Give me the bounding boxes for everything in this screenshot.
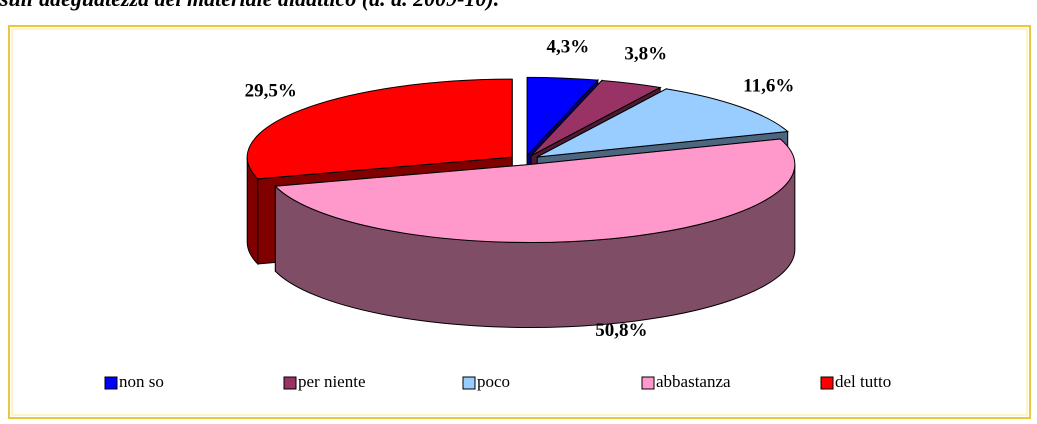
data-label: 50,8% xyxy=(595,320,647,341)
data-label: 29,5% xyxy=(245,80,297,101)
slice-top xyxy=(274,138,796,243)
slice-top xyxy=(530,79,662,157)
data-label: 3,8% xyxy=(624,44,667,65)
legend-swatch xyxy=(462,376,476,390)
legend-label: abbastanza xyxy=(656,372,731,391)
legend-swatch xyxy=(104,376,118,390)
legend-swatch xyxy=(641,376,655,390)
data-label: 11,6% xyxy=(743,76,794,97)
legend-label: per niente xyxy=(298,372,366,391)
chart-frame xyxy=(8,25,1031,419)
chart-title: sull'adeguatezza del materiale didattico… xyxy=(0,0,499,11)
slice-top xyxy=(526,76,599,157)
legend-label: non so xyxy=(119,372,164,391)
slice-top xyxy=(246,78,513,180)
legend-swatch xyxy=(283,376,297,390)
legend-label: poco xyxy=(477,372,510,391)
legend-label: del tutto xyxy=(835,372,891,391)
slice xyxy=(274,138,796,328)
data-label: 4,3% xyxy=(546,36,589,57)
chart-frame-inner xyxy=(11,28,1028,416)
legend-swatch xyxy=(820,376,834,390)
slice-top xyxy=(537,88,789,158)
